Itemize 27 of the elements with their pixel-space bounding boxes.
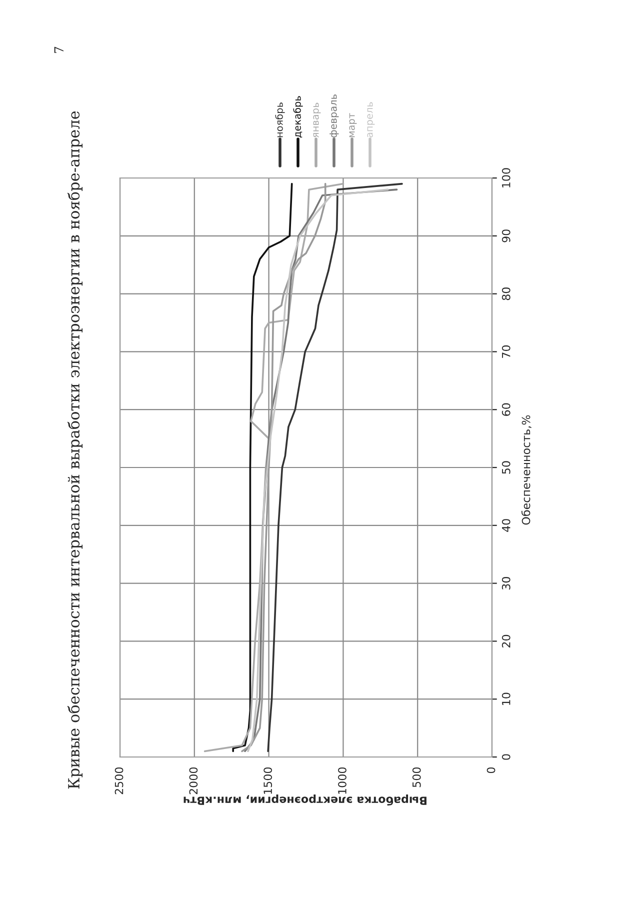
y-tick-label: 0 [502,754,510,760]
x-tick-label: 1000 [338,767,346,794]
text: март [349,113,357,138]
text: февраль [330,94,339,138]
text: 7 [54,46,64,53]
x-tick-label: 2500 [114,767,124,794]
x-tick-label: 1500 [264,767,272,794]
text: апрель [367,102,375,138]
text: ноябрь [275,102,285,138]
x-tick-label: 500 [412,767,421,788]
y-tick-label: 20 [502,634,510,648]
y-tick-label: 70 [502,345,510,358]
y-tick-label: 50 [502,461,510,474]
y-tick-label: 100 [502,168,510,188]
y-tick-label: 90 [502,230,510,242]
text: январь [313,102,321,138]
y-tick-label: 40 [502,519,510,532]
x-axis-title: Выработка электроэнергии, млн.кВтч [184,794,426,806]
y-tick-label: 80 [502,287,510,300]
y-axis-title: Обеспеченность,% [521,415,532,525]
text: декабрь [293,96,303,138]
y-tick-label: 60 [502,403,510,416]
x-tick-label: 2000 [189,767,198,794]
y-tick-label: 30 [502,576,510,590]
x-tick-label: 0 [486,767,496,774]
text: Кривые обеспеченности интервальной выработки электроэнергии в ноябре-апреле [67,111,83,789]
y-tick-label: 10 [502,692,510,705]
